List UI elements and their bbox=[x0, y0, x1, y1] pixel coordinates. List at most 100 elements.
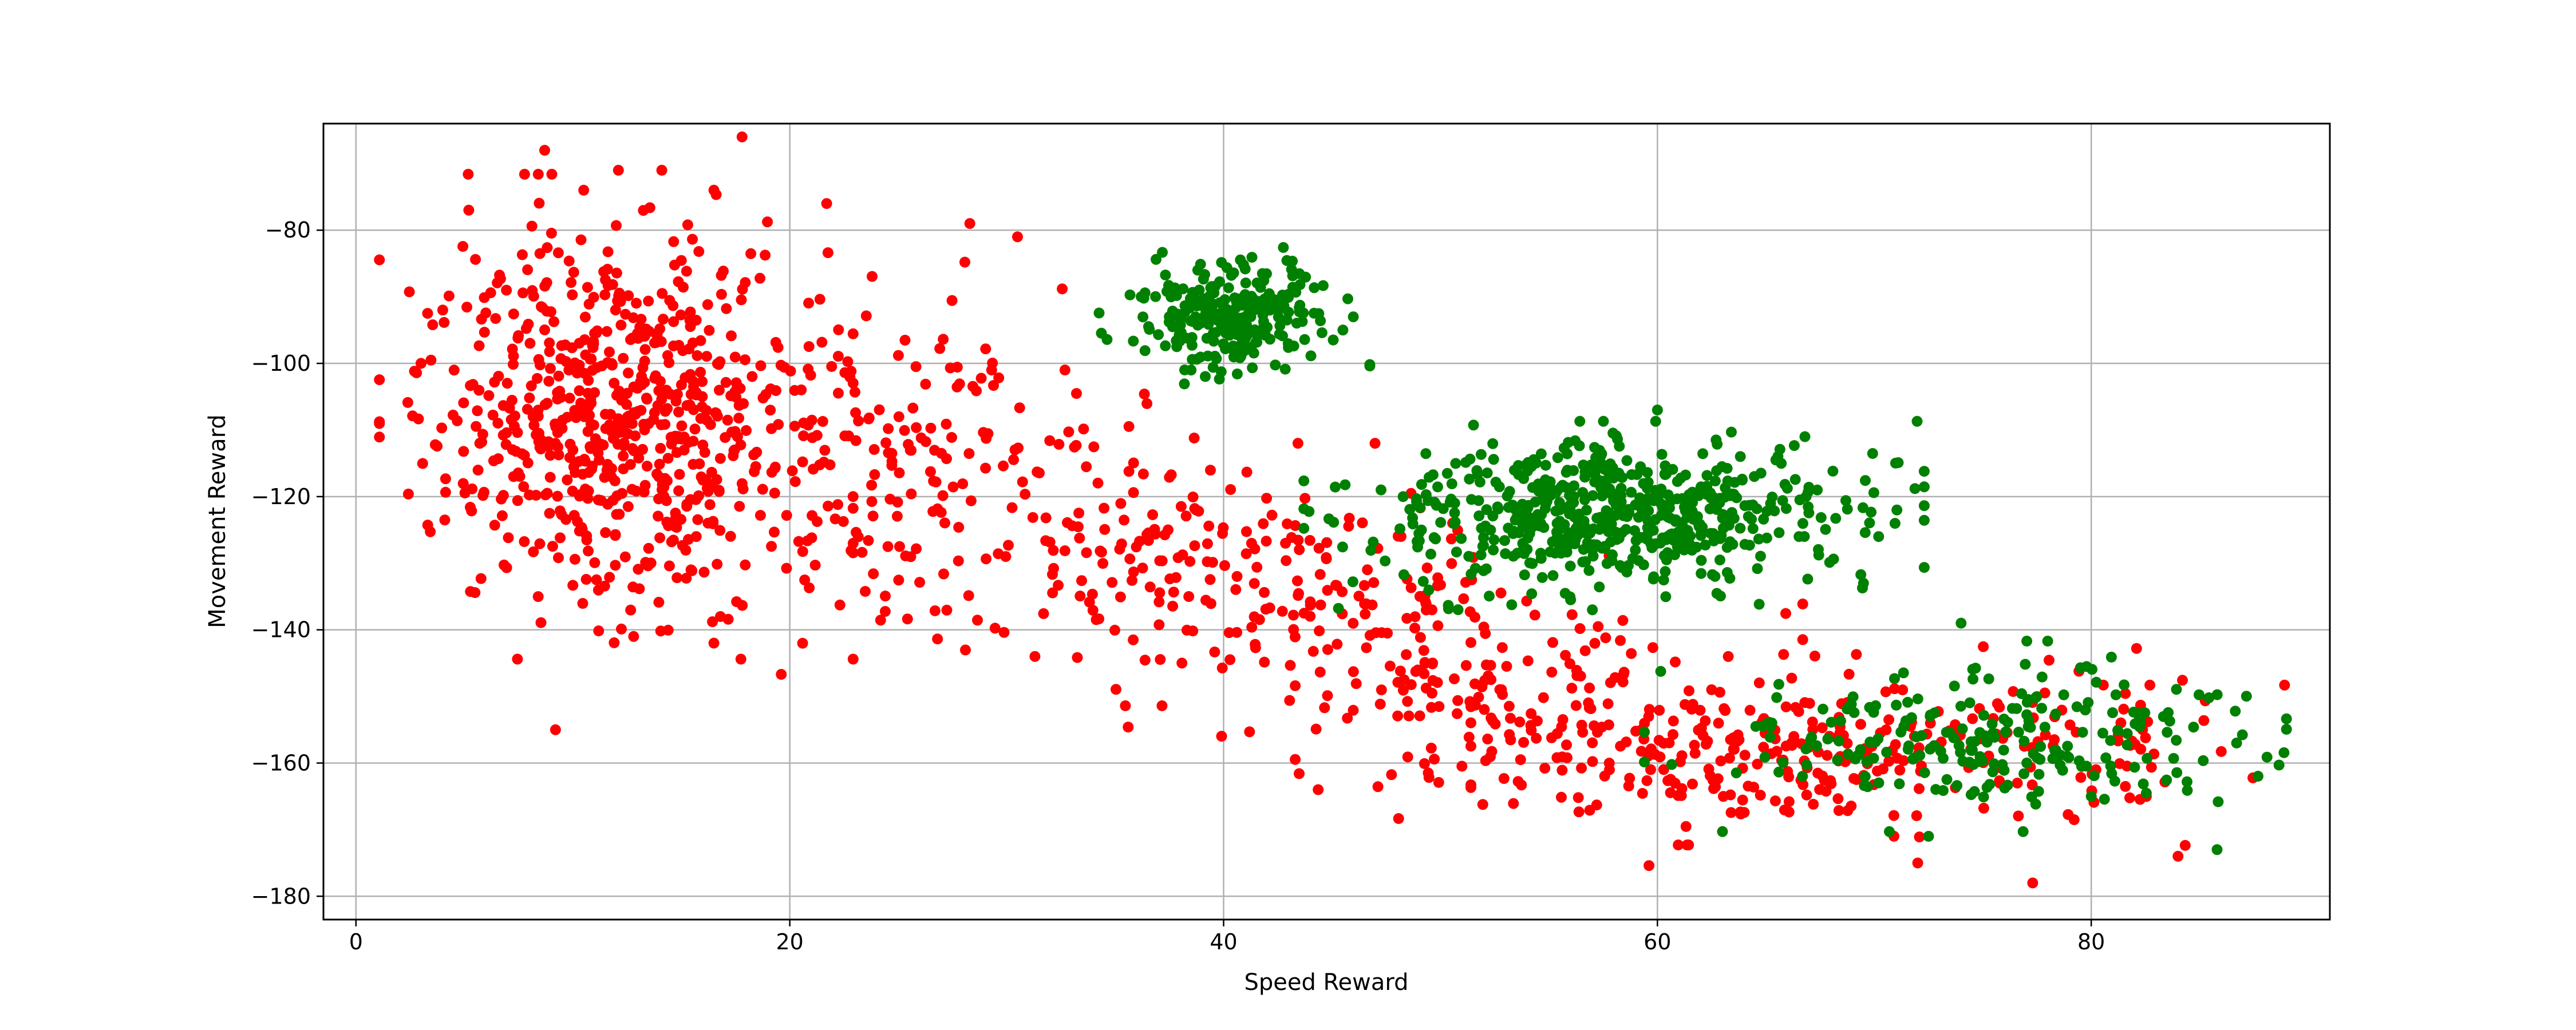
data-point bbox=[1322, 690, 1333, 702]
data-point bbox=[755, 360, 767, 371]
data-point bbox=[1481, 468, 1493, 478]
data-point bbox=[472, 465, 484, 476]
data-point bbox=[1427, 658, 1438, 670]
data-point bbox=[1059, 545, 1070, 556]
data-point bbox=[1645, 743, 1657, 755]
data-point bbox=[528, 419, 540, 431]
data-point bbox=[574, 385, 585, 397]
data-point bbox=[512, 495, 523, 506]
data-point bbox=[575, 234, 587, 245]
data-point bbox=[567, 580, 579, 591]
data-point bbox=[2049, 744, 2060, 756]
data-point bbox=[2179, 839, 2191, 851]
data-point bbox=[1851, 649, 1862, 660]
data-point bbox=[530, 490, 542, 501]
data-point bbox=[1000, 551, 1012, 562]
data-point bbox=[611, 509, 622, 520]
data-point bbox=[1187, 625, 1199, 637]
data-point bbox=[2035, 741, 2046, 752]
data-point bbox=[1360, 608, 1371, 620]
data-point bbox=[1237, 293, 1249, 304]
data-point bbox=[555, 353, 567, 365]
data-point bbox=[2062, 740, 2073, 752]
data-point bbox=[1765, 721, 1776, 732]
data-point bbox=[1239, 263, 1251, 275]
data-point bbox=[1938, 785, 1949, 796]
data-point bbox=[914, 577, 926, 588]
data-point bbox=[842, 356, 854, 367]
data-point bbox=[1223, 627, 1235, 639]
data-point bbox=[1219, 560, 1230, 571]
data-point bbox=[1532, 478, 1544, 490]
data-point bbox=[964, 218, 975, 229]
data-point bbox=[1073, 508, 1085, 519]
data-point bbox=[579, 311, 591, 323]
data-point bbox=[697, 376, 708, 387]
data-point bbox=[1127, 575, 1137, 586]
data-point bbox=[631, 298, 642, 309]
data-point bbox=[656, 165, 667, 176]
data-point bbox=[866, 496, 878, 507]
data-point bbox=[1217, 528, 1228, 539]
data-point bbox=[1074, 532, 1085, 544]
data-point bbox=[721, 303, 732, 314]
data-point bbox=[1482, 734, 1494, 744]
data-point bbox=[553, 552, 564, 564]
data-point bbox=[965, 495, 977, 506]
data-point bbox=[1431, 500, 1442, 511]
data-point bbox=[1715, 591, 1726, 602]
data-point bbox=[2278, 747, 2290, 758]
data-point bbox=[789, 385, 800, 396]
data-point bbox=[1783, 771, 1795, 783]
data-point bbox=[632, 383, 643, 394]
data-point bbox=[461, 302, 473, 313]
data-point bbox=[1743, 781, 1754, 792]
data-point bbox=[811, 430, 823, 441]
data-point bbox=[699, 447, 710, 458]
data-point bbox=[1660, 566, 1671, 577]
data-point bbox=[847, 502, 859, 514]
data-point bbox=[680, 545, 692, 556]
data-point bbox=[617, 392, 629, 403]
data-point bbox=[1685, 530, 1696, 542]
data-point bbox=[609, 637, 620, 648]
data-point bbox=[1231, 369, 1243, 379]
data-point bbox=[1139, 345, 1151, 356]
data-point bbox=[787, 465, 798, 477]
data-point bbox=[1765, 498, 1776, 509]
data-point bbox=[586, 464, 598, 475]
y-axis-label: Movement Reward bbox=[204, 414, 231, 628]
data-point bbox=[1257, 268, 1268, 279]
data-point bbox=[1365, 545, 1377, 556]
data-point bbox=[1574, 440, 1585, 451]
data-point bbox=[1368, 577, 1380, 588]
data-point bbox=[1587, 544, 1598, 556]
data-point bbox=[1594, 581, 1605, 593]
data-point bbox=[1107, 577, 1118, 588]
data-point bbox=[1314, 569, 1326, 580]
data-point bbox=[1266, 509, 1278, 521]
data-point bbox=[902, 613, 913, 625]
data-point bbox=[1227, 340, 1239, 352]
data-point bbox=[1426, 702, 1437, 713]
data-point bbox=[766, 541, 777, 552]
data-point bbox=[653, 597, 665, 608]
data-point bbox=[571, 367, 583, 379]
data-point bbox=[1376, 684, 1387, 696]
data-point bbox=[1017, 476, 1028, 488]
data-point bbox=[2211, 844, 2223, 855]
data-point bbox=[1723, 520, 1735, 531]
data-point bbox=[651, 328, 662, 340]
data-point bbox=[1175, 501, 1187, 512]
data-point bbox=[2085, 791, 2097, 802]
data-point bbox=[1739, 750, 1751, 761]
data-point bbox=[2000, 726, 2011, 738]
data-point bbox=[750, 461, 761, 472]
data-point bbox=[1585, 703, 1597, 714]
data-point bbox=[578, 184, 590, 196]
data-point bbox=[2118, 703, 2129, 715]
data-point bbox=[620, 308, 631, 320]
data-point bbox=[1684, 685, 1694, 696]
data-point bbox=[939, 517, 950, 529]
data-point bbox=[2018, 735, 2030, 747]
